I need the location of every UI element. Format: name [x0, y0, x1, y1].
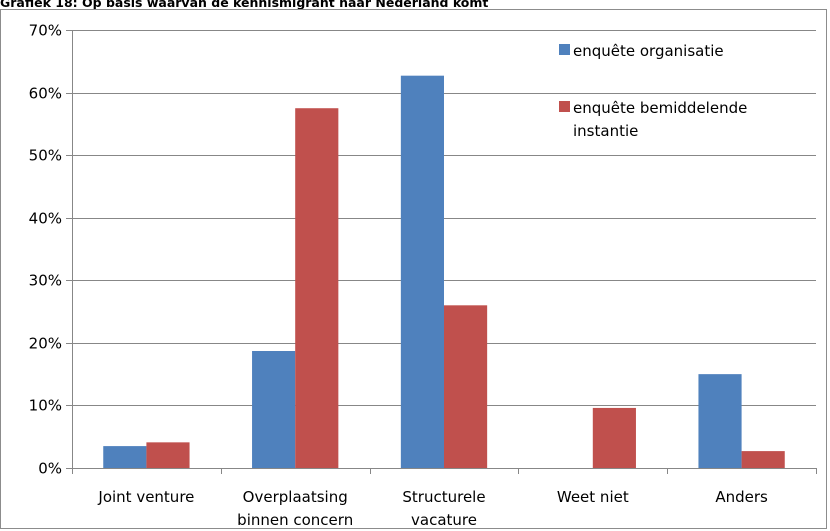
x-tick-label: Anders: [715, 488, 768, 506]
bar: [103, 446, 147, 468]
y-tick-label: 30%: [29, 272, 62, 290]
x-tick-labels: Joint venture Overplaatsing binnen concern…: [97, 488, 768, 529]
x-tick-label: binnen concern: [237, 511, 353, 529]
bar: [592, 407, 636, 468]
legend-swatch: [559, 44, 570, 55]
bar: [698, 374, 742, 468]
legend: enquête organisatie enquête bemiddelende i…: [559, 42, 747, 140]
bars: [103, 75, 785, 469]
y-tick-label: 20%: [29, 335, 62, 353]
bar: [252, 350, 296, 468]
y-tick-label: 70%: [29, 22, 62, 40]
x-tick-label: Structurele: [402, 488, 485, 506]
axes: [66, 30, 817, 474]
chart-title: Grafiek 18: Op basis waarvan de kennismi…: [0, 0, 489, 10]
bar: [741, 451, 785, 468]
legend-label: enquête bemiddelende: [573, 99, 747, 117]
x-tick-label: vacature: [411, 511, 477, 529]
x-tick-label: Overplaatsing: [243, 488, 348, 506]
y-tick-label: 10%: [29, 397, 62, 415]
bar: [295, 108, 339, 468]
chart-frame: [0, 9, 827, 529]
y-tick-label: 40%: [29, 210, 62, 228]
y-tick-label: 0%: [38, 460, 62, 478]
bar: [444, 305, 488, 468]
legend-swatch: [559, 101, 570, 112]
x-tick-label: Weet niet: [557, 488, 629, 506]
y-tick-labels: 0% 10% 20% 30% 40% 50% 60% 70%: [29, 22, 62, 478]
bar: [146, 442, 190, 468]
legend-label: instantie: [573, 122, 638, 140]
y-tick-label: 60%: [29, 85, 62, 103]
bar: [400, 75, 444, 469]
y-tick-label: 50%: [29, 147, 62, 165]
x-tick-label: Joint venture: [97, 488, 194, 506]
legend-label: enquête organisatie: [573, 42, 724, 60]
